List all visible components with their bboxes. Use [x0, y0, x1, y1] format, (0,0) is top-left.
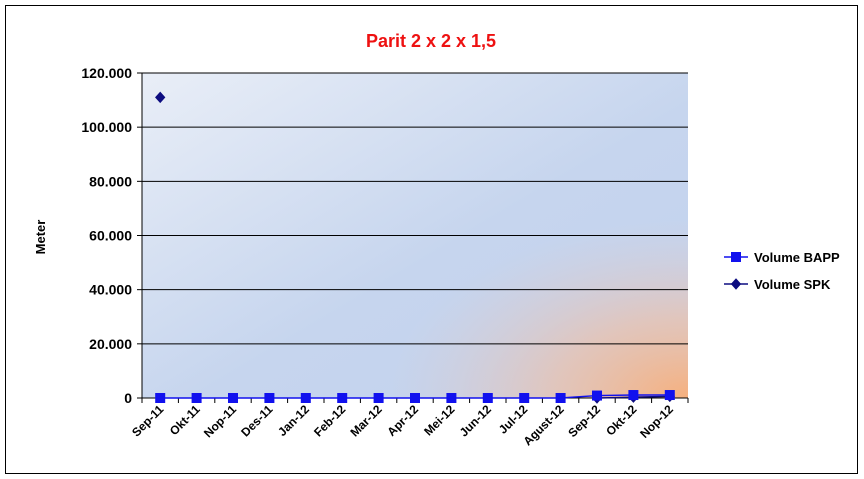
- data-point: [555, 393, 566, 403]
- data-point: [191, 393, 202, 403]
- chart-svg: Parit 2 x 2 x 1,5 0 20.000 40.000 60.000 80.…: [33, 31, 840, 448]
- legend: Volume BAPP Volume SPK: [724, 250, 840, 292]
- data-point: [155, 91, 166, 104]
- y-tick-labels: 0 20.000 40.000 60.000 80.000 100.000 120.000: [81, 65, 132, 406]
- data-point: [519, 393, 530, 403]
- x-tick-label: Feb-12: [311, 402, 348, 439]
- data-point: [482, 393, 493, 403]
- legend-item: Volume SPK: [724, 277, 831, 292]
- data-point: [664, 390, 675, 401]
- x-tick-label: Des-11: [238, 402, 275, 439]
- x-tick-label: Mei-12: [421, 402, 458, 439]
- x-tick-label: Nop-11: [201, 402, 239, 440]
- y-tick-label: 0: [124, 390, 132, 406]
- legend-label: Volume BAPP: [754, 250, 840, 265]
- legend-marker: [731, 252, 741, 262]
- y-tick-label: 80.000: [89, 173, 132, 189]
- data-point: [628, 390, 639, 401]
- data-point: [446, 393, 457, 403]
- x-tick-label: Okt-11: [167, 402, 203, 438]
- data-point: [155, 393, 166, 403]
- data-point: [592, 390, 602, 401]
- data-point: [410, 393, 420, 403]
- chart-title: Parit 2 x 2 x 1,5: [366, 31, 496, 51]
- x-tick-label: Okt-12: [603, 402, 640, 439]
- y-axis-title: Meter: [33, 220, 48, 255]
- x-tick-label: Agust-12: [521, 402, 567, 448]
- y-tick-label: 120.000: [81, 65, 132, 81]
- data-point: [264, 393, 275, 403]
- data-point: [337, 393, 348, 403]
- x-tick-label: Nop-12: [637, 402, 676, 441]
- grid-lines: [142, 72, 688, 345]
- y-tick-label: 60.000: [89, 228, 132, 244]
- x-tick-label: Mar-12: [347, 402, 384, 439]
- data-point: [300, 393, 311, 403]
- y-tick-label: 20.000: [89, 336, 132, 352]
- x-tick-label: Sep-11: [129, 402, 166, 439]
- y-tick-label: 40.000: [89, 282, 132, 298]
- data-point: [228, 393, 238, 403]
- x-tick-label: Jan-12: [275, 402, 312, 439]
- x-tick-label: Jun-12: [457, 402, 494, 439]
- series-group: [155, 91, 675, 404]
- data-point: [373, 393, 384, 403]
- x-tick-label: Apr-12: [384, 402, 421, 439]
- series-volume-bapp: [155, 390, 675, 403]
- legend-label: Volume SPK: [754, 277, 831, 292]
- chart-frame: Parit 2 x 2 x 1,5 0 20.000 40.000 60.000 80.…: [5, 5, 858, 474]
- legend-marker: [730, 278, 742, 290]
- x-tick-label: Jul-12: [496, 402, 531, 437]
- x-tick-label: Sep-12: [565, 402, 603, 440]
- legend-item: Volume BAPP: [724, 250, 840, 265]
- y-tick-label: 100.000: [81, 119, 132, 135]
